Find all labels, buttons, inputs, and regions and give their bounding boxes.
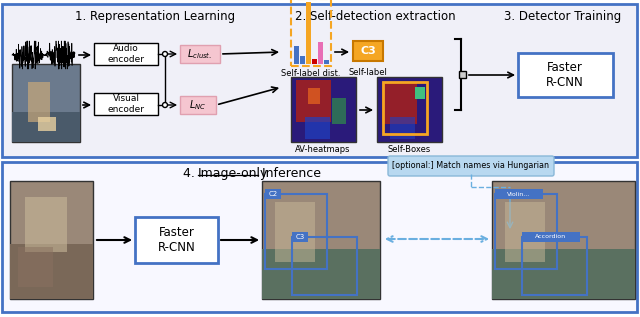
FancyBboxPatch shape [332, 98, 346, 124]
FancyBboxPatch shape [25, 197, 67, 252]
FancyBboxPatch shape [518, 53, 613, 97]
FancyBboxPatch shape [94, 43, 158, 65]
FancyBboxPatch shape [353, 41, 383, 61]
Text: 4.: 4. [183, 167, 199, 180]
Text: $L_{NC}$: $L_{NC}$ [189, 98, 207, 112]
FancyBboxPatch shape [10, 181, 93, 299]
FancyBboxPatch shape [505, 202, 545, 262]
FancyBboxPatch shape [382, 82, 417, 124]
Text: 3. Detector Training: 3. Detector Training [504, 10, 621, 23]
FancyBboxPatch shape [94, 93, 158, 115]
FancyBboxPatch shape [308, 88, 320, 104]
Circle shape [163, 102, 168, 107]
Text: Self-label: Self-label [349, 68, 387, 77]
FancyBboxPatch shape [495, 189, 543, 199]
FancyBboxPatch shape [262, 181, 380, 299]
Text: Self-label dist.: Self-label dist. [281, 69, 340, 78]
FancyBboxPatch shape [180, 96, 216, 114]
FancyBboxPatch shape [296, 80, 331, 122]
FancyBboxPatch shape [300, 56, 305, 64]
FancyBboxPatch shape [318, 42, 323, 64]
FancyBboxPatch shape [306, 2, 311, 64]
Text: C3: C3 [296, 234, 305, 240]
Text: Violin...: Violin... [508, 191, 531, 197]
Text: Image-only: Image-only [198, 167, 268, 180]
FancyBboxPatch shape [492, 181, 635, 299]
FancyBboxPatch shape [522, 232, 580, 242]
FancyBboxPatch shape [262, 249, 380, 299]
FancyBboxPatch shape [388, 156, 554, 176]
FancyBboxPatch shape [492, 249, 635, 299]
FancyBboxPatch shape [324, 60, 329, 64]
FancyBboxPatch shape [135, 217, 218, 263]
Text: Visual
encoder: Visual encoder [108, 94, 145, 114]
Text: Audio
encoder: Audio encoder [108, 44, 145, 64]
FancyBboxPatch shape [10, 244, 93, 299]
FancyBboxPatch shape [38, 117, 56, 131]
FancyBboxPatch shape [12, 112, 80, 142]
Text: 1. Representation Learning: 1. Representation Learning [75, 10, 235, 23]
FancyBboxPatch shape [294, 46, 299, 64]
Text: Faster
R-CNN: Faster R-CNN [158, 226, 196, 254]
FancyBboxPatch shape [415, 87, 425, 99]
Text: 2. Self-detection extraction: 2. Self-detection extraction [294, 10, 455, 23]
FancyBboxPatch shape [291, 77, 356, 142]
FancyBboxPatch shape [265, 189, 281, 199]
Text: Accordion: Accordion [536, 235, 566, 240]
FancyBboxPatch shape [459, 71, 466, 78]
FancyBboxPatch shape [28, 82, 50, 122]
FancyBboxPatch shape [312, 59, 317, 64]
FancyBboxPatch shape [180, 45, 220, 63]
Text: C3: C3 [360, 46, 376, 56]
FancyBboxPatch shape [12, 64, 80, 142]
FancyBboxPatch shape [2, 4, 637, 157]
FancyBboxPatch shape [305, 117, 330, 139]
Text: $L_{clust.}$: $L_{clust.}$ [188, 47, 212, 61]
FancyBboxPatch shape [275, 202, 315, 262]
Text: AV-heatmaps: AV-heatmaps [295, 145, 351, 154]
Text: Inference: Inference [258, 167, 321, 180]
FancyBboxPatch shape [2, 162, 637, 312]
Text: Self-Boxes: Self-Boxes [387, 145, 431, 154]
Text: C2: C2 [268, 191, 278, 197]
FancyBboxPatch shape [377, 77, 442, 142]
FancyBboxPatch shape [18, 247, 53, 287]
FancyBboxPatch shape [292, 232, 308, 242]
Circle shape [163, 51, 168, 56]
FancyBboxPatch shape [390, 117, 415, 139]
Text: [optional:] Match names via Hungarian: [optional:] Match names via Hungarian [392, 161, 550, 171]
Text: Faster
R-CNN: Faster R-CNN [546, 61, 584, 89]
